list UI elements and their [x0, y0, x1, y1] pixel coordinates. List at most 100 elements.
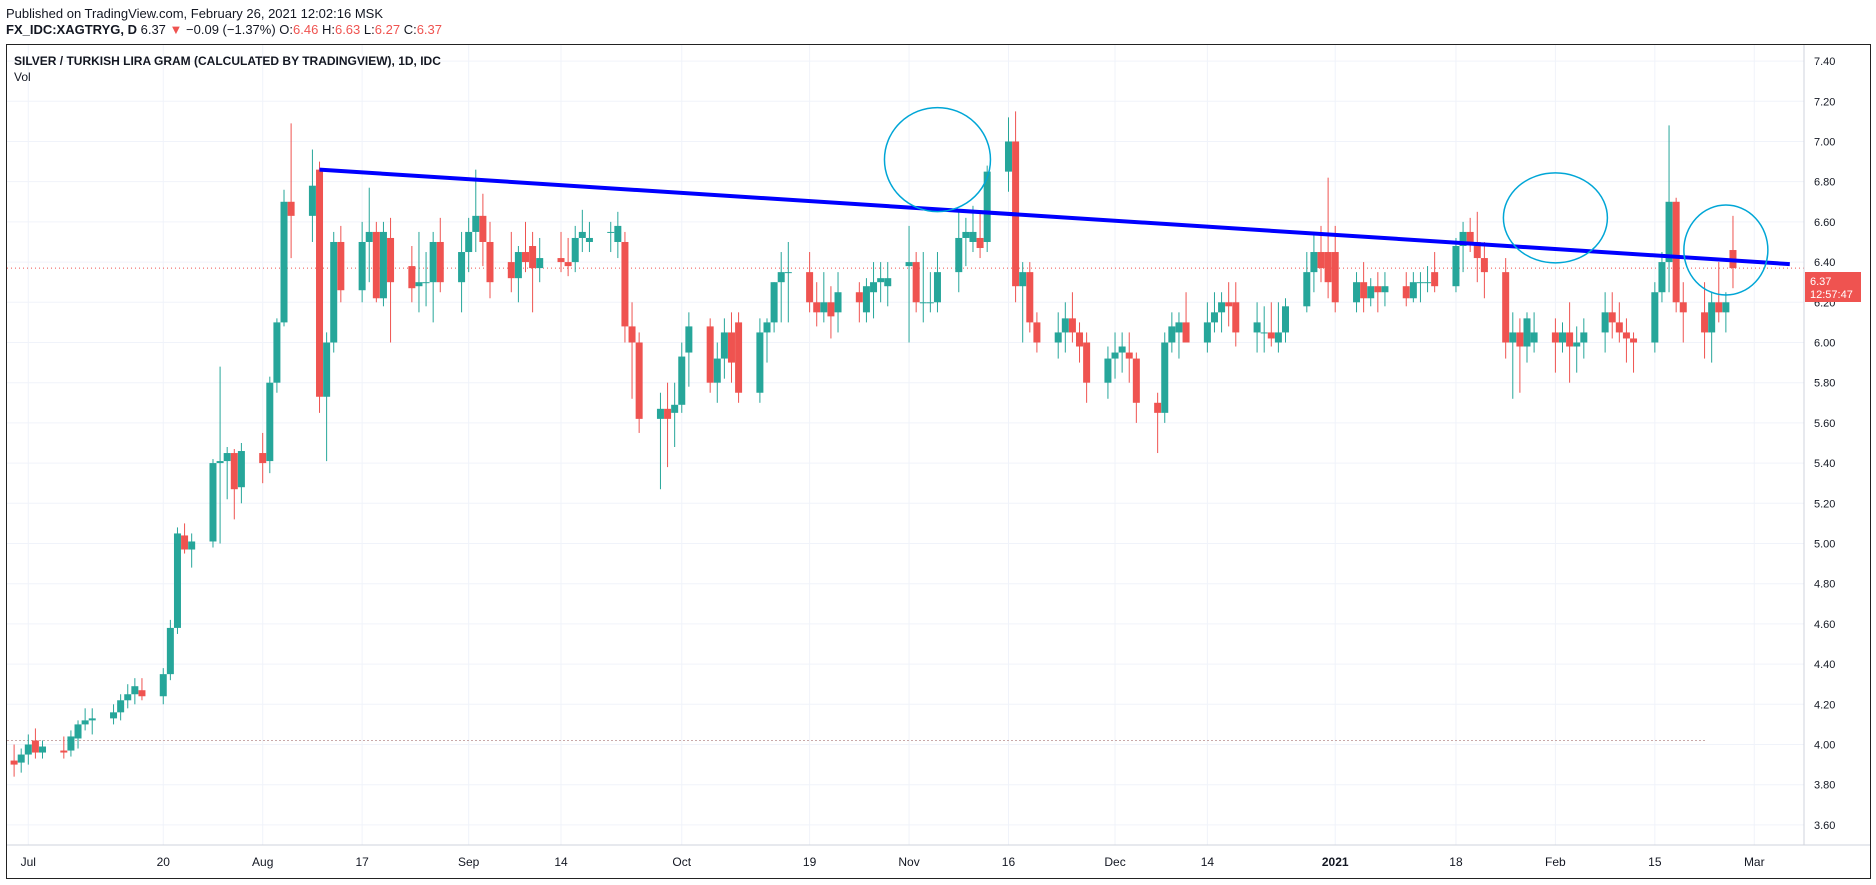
y-tick-label: 7.00	[1814, 136, 1835, 148]
candle-up	[770, 282, 778, 323]
candle-up	[472, 215, 480, 232]
x-tick-label: 18	[1449, 855, 1463, 869]
candle-down	[1360, 282, 1368, 299]
candle-down	[387, 237, 395, 283]
annotation-circles	[883, 106, 1769, 296]
candle-down	[10, 760, 18, 765]
candle-down	[287, 201, 295, 216]
candle-up	[713, 358, 721, 383]
candle-up	[1452, 246, 1460, 287]
candle-down	[1502, 272, 1510, 343]
candle-up	[67, 736, 75, 751]
candle-down	[1480, 258, 1488, 273]
candle-up	[216, 461, 224, 464]
candle-down	[1622, 332, 1630, 339]
candle-up	[1019, 272, 1027, 287]
candle-up	[1353, 282, 1361, 303]
candle-up	[39, 746, 47, 753]
y-tick-label: 3.60	[1814, 820, 1835, 832]
candle-up	[159, 674, 167, 697]
candle-up	[678, 356, 686, 405]
candle-up	[323, 342, 331, 397]
candle-down	[827, 302, 835, 317]
candle-down	[372, 231, 380, 299]
candle-down	[735, 322, 743, 393]
y-tick-label: 5.40	[1814, 458, 1835, 470]
x-tick-label: Jul	[21, 855, 36, 869]
candle-down	[806, 272, 814, 303]
candle-down	[1715, 302, 1723, 313]
candle-up	[308, 185, 316, 216]
candle-up	[88, 718, 96, 721]
trendline	[319, 167, 1790, 267]
candle-down	[1679, 302, 1687, 313]
candle-down	[1033, 322, 1041, 343]
y-tick-label: 6.40	[1814, 257, 1835, 269]
annotation-circle	[1502, 172, 1609, 264]
candle-up	[720, 332, 728, 359]
candle-down	[664, 408, 672, 419]
y-tick-label: 6.60	[1814, 217, 1835, 229]
time-axis: Jul 20 Aug 17 Sep 14 Oct 19 Nov 16 Dec 14 2021 18 Feb 1…	[21, 855, 1765, 869]
candle-up	[1530, 332, 1538, 343]
y-tick-label: 4.60	[1814, 619, 1835, 631]
candle-up	[237, 451, 245, 488]
candle-up	[1161, 342, 1169, 413]
candle-up	[110, 712, 118, 719]
chart-legend-title[interactable]: SILVER / TURKISH LIRA GRAM (CALCULATED B…	[14, 54, 441, 68]
candle-up	[870, 282, 878, 293]
candle-up	[429, 241, 437, 283]
open-label: O:	[279, 22, 294, 37]
volume-legend[interactable]: Vol	[14, 70, 31, 84]
candle-up	[24, 744, 32, 755]
price-label-value: 6.37	[1810, 276, 1831, 288]
price-label-countdown: 12:57:47	[1810, 289, 1853, 301]
candle-down	[1083, 342, 1091, 383]
candle-down	[1551, 332, 1559, 343]
candle-down	[507, 262, 515, 279]
candle-up	[1523, 318, 1531, 347]
candle-down	[1125, 352, 1133, 359]
candle-down	[855, 292, 863, 303]
candle-up	[1424, 282, 1432, 284]
candle-down	[259, 453, 267, 464]
candle-up	[784, 272, 792, 274]
candle-up	[17, 754, 25, 763]
candle-up	[422, 282, 430, 284]
y-tick-label: 3.80	[1814, 780, 1835, 792]
candle-up	[905, 262, 913, 267]
candle-down	[635, 342, 643, 419]
y-tick-label: 5.80	[1814, 378, 1835, 390]
candle-up	[223, 453, 231, 462]
y-tick-label: 4.40	[1814, 659, 1835, 671]
candle-up	[1218, 302, 1226, 313]
candle-up	[1118, 346, 1126, 353]
candle-up	[1210, 312, 1218, 323]
candle-up	[209, 463, 217, 542]
candles	[10, 111, 1737, 777]
trendline-segment	[319, 167, 1790, 267]
candle-down	[1154, 402, 1162, 413]
candle-up	[1061, 318, 1069, 333]
candle-down	[557, 258, 565, 263]
candle-down	[479, 215, 487, 242]
candle-down	[1473, 241, 1481, 259]
candle-up	[266, 382, 274, 462]
y-tick-label: 5.60	[1814, 418, 1835, 430]
candle-up	[1651, 292, 1659, 343]
candle-up	[1281, 306, 1289, 333]
candle-up	[656, 408, 664, 419]
candle-down	[337, 241, 345, 291]
candle-down	[408, 266, 416, 289]
candle-down	[1225, 302, 1233, 307]
symbol-name: FX_IDC:XAGTRYG, D	[6, 22, 137, 37]
candle-up	[1260, 332, 1268, 334]
candle-up	[834, 292, 842, 313]
candle-up	[607, 231, 615, 233]
candle-down	[230, 453, 238, 490]
candle-up	[1658, 262, 1666, 293]
candle-up	[578, 231, 586, 238]
candle-up	[379, 231, 387, 299]
candle-down	[138, 690, 146, 697]
